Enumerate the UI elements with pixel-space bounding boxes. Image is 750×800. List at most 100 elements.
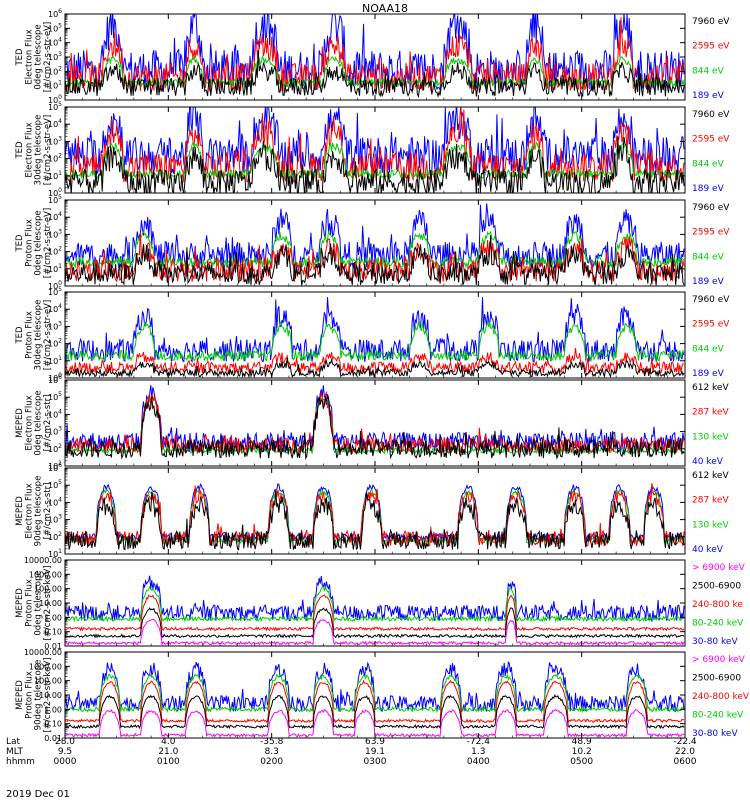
y-axis-label: TEDElectron Flux30deg telescope[#/cm2-s-… <box>15 115 53 186</box>
series-line-1 <box>65 320 685 363</box>
panels-layer: 100 101 102 103 104 105 106 TEDElectron Flux0de… <box>15 8 750 743</box>
y-tick-label: 101 <box>48 548 62 559</box>
time-axis-tick-label: 22.0 <box>675 747 695 757</box>
y-tick-label: 100.00 <box>34 677 62 686</box>
legend-entry: 240-800 ke <box>692 600 743 610</box>
y-axis-label: TEDProton Flux0deg telescope[#/cm2-s-str… <box>15 208 53 278</box>
y-tick-label: 100 <box>48 280 62 291</box>
series-line-2 <box>65 679 684 724</box>
legend-entry: 130 keV <box>692 520 729 530</box>
legend-entry: 2500-6900 <box>692 674 741 684</box>
series-line-1 <box>65 673 685 714</box>
y-tick-label: 10.00 <box>39 691 62 700</box>
legend-entry: 2595 eV <box>692 320 730 330</box>
y-axis-label: TEDProton Flux30deg telescope[#/cm2-s-st… <box>15 300 53 371</box>
time-axis-tick-label: 0500 <box>570 757 593 767</box>
time-axis-tick-label: 63.9 <box>365 737 385 747</box>
series-group <box>65 203 685 286</box>
y-tick-label: 104 <box>48 118 62 129</box>
time-axis-tick-label: 0100 <box>157 757 180 767</box>
series-line-4 <box>65 618 685 646</box>
series-line-1 <box>65 585 685 623</box>
y-tick-label: 102 <box>48 153 62 164</box>
series-group <box>65 107 685 193</box>
y-tick-label: 0.01 <box>44 642 62 651</box>
y-tick-label: 100.00 <box>34 585 62 594</box>
y-tick-label: 106 <box>48 374 62 385</box>
series-line-1 <box>65 17 685 92</box>
series-group <box>65 661 685 738</box>
y-tick-label: 100 <box>48 94 62 105</box>
y-tick-label: 102 <box>48 443 62 454</box>
panel-ted-electron-30deg: 100 101 102 103 104 105 TEDElectron Flux30deg … <box>15 101 730 198</box>
series-group <box>65 296 685 378</box>
series-line-2 <box>65 594 685 632</box>
time-axis-tick-label: 0000 <box>54 757 77 767</box>
legend-entry: 287 keV <box>692 408 729 418</box>
y-tick-label: 101 <box>48 170 62 181</box>
y-tick-label: 10000.00 <box>24 556 62 565</box>
legend-entry: 7960 eV <box>692 17 730 27</box>
y-tick-label: 106 <box>48 8 62 19</box>
time-axis-tick-label: 1.3 <box>471 747 485 757</box>
series-line-3 <box>65 490 685 551</box>
legend-entry: 130 keV <box>692 432 729 442</box>
y-tick-label: 103 <box>48 135 62 146</box>
y-tick-label: 0.01 <box>44 734 62 743</box>
y-tick-label: 103 <box>48 228 62 239</box>
legend-entry: > 6900 keV <box>692 655 746 665</box>
legend-entry: > 6900 keV <box>692 563 746 573</box>
time-axis-tick-label: 0600 <box>674 757 697 767</box>
y-tick-label: 104 <box>48 408 62 419</box>
time-axis-tick-label: 10.2 <box>572 747 592 757</box>
panel-meped-proton-0deg: 0.01 0.10 1.00 10.00 100.00 1000.00 10000.00ME… <box>15 556 746 651</box>
panel-ted-proton-0deg: 100 101 102 103 104 105 TEDProton Flux0deg tel… <box>15 194 730 291</box>
legend-entry: 612 keV <box>692 471 729 481</box>
time-axis-tick-label: 21.0 <box>158 747 178 757</box>
y-tick-label: 104 <box>48 211 62 222</box>
series-group <box>65 14 685 99</box>
y-tick-label: 102 <box>48 338 62 349</box>
legend-entry: 189 eV <box>692 91 725 101</box>
time-axis-row-label: Lat <box>6 737 21 747</box>
time-axis-tick-label: 8.3 <box>265 747 279 757</box>
y-tick-label: 104 <box>48 303 62 314</box>
legend-entry: 80-240 keV <box>692 619 744 629</box>
y-tick-label: 101 <box>48 355 62 366</box>
y-tick-label: 1000.00 <box>29 570 62 579</box>
y-tick-label: 103 <box>48 514 62 525</box>
legend-entry: 30-80 keV <box>692 729 738 739</box>
legend-entry: 189 eV <box>692 277 725 287</box>
time-axis-row-label: MLT <box>6 747 24 757</box>
y-axis-label: MEPEDElectron Flux0deg telescope[#/cm2-s… <box>15 390 53 455</box>
legend-entry: 40 keV <box>692 545 724 555</box>
legend-entry: 844 eV <box>692 252 725 262</box>
time-axis-tick-label: 28.0 <box>55 737 75 747</box>
y-tick-label: 101 <box>48 80 62 91</box>
time-axis-tick-label: 4.0 <box>161 737 176 747</box>
legend-entry: 2595 eV <box>692 42 730 52</box>
y-tick-label: 102 <box>48 65 62 76</box>
y-tick-label: 105 <box>48 101 62 112</box>
time-axis-tick-label: 0200 <box>260 757 283 767</box>
y-tick-label: 105 <box>48 22 62 33</box>
time-axis-tick-label: 19.1 <box>365 747 385 757</box>
legend-entry: 2595 eV <box>692 135 730 145</box>
y-axis-label: MEPEDElectron Flux90deg telescope[#/cm2-… <box>15 476 53 547</box>
y-tick-label: 1.00 <box>44 613 62 622</box>
series-line-2 <box>65 348 684 375</box>
series-line-3 <box>65 50 685 99</box>
y-tick-label: 101 <box>48 263 62 274</box>
legend-entry: 612 keV <box>692 383 729 393</box>
series-line-0 <box>65 203 685 270</box>
time-axis-tick-label: 0300 <box>364 757 387 767</box>
series-line-3 <box>65 694 685 730</box>
y-tick-label: 105 <box>48 391 62 402</box>
series-line-3 <box>65 607 685 639</box>
y-tick-label: 101 <box>48 460 62 471</box>
panel-ted-electron-0deg: 100 101 102 103 104 105 106 TEDElectron Flux0de… <box>15 8 730 105</box>
legend-entry: 287 keV <box>692 496 729 506</box>
y-tick-label: 104 <box>48 37 62 48</box>
